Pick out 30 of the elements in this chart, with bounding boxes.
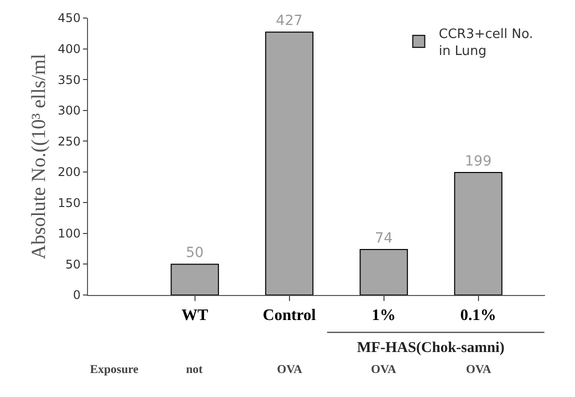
y-tick-label: 400: [58, 42, 81, 56]
data-label: 74: [374, 230, 393, 246]
text: OVA: [277, 362, 302, 376]
y-tick-label: 250: [58, 134, 81, 148]
y-tick-label: 50: [65, 257, 81, 272]
y-tick-label: 100: [58, 226, 81, 241]
text: not: [186, 362, 203, 376]
y-tick-label: 200: [58, 165, 81, 180]
x-tick-label: WT: [181, 307, 208, 324]
legend-label: CCR3+cell No. in Lung: [438, 27, 534, 59]
y-tick-label: 450: [58, 11, 81, 26]
y-tick-label: 350: [58, 72, 81, 87]
y-axis-title: Absolute No.((10³ ells/ml: [28, 53, 50, 260]
x-tick-label: 0.1%: [460, 307, 496, 324]
text: MF-HAS(Chok-samni): [357, 340, 505, 356]
bar: [454, 172, 502, 295]
y-tick-label: 0: [72, 288, 81, 302]
data-label: 427: [276, 13, 303, 30]
text: Exposure: [90, 362, 140, 376]
x-tick-label: 1%: [372, 307, 396, 324]
bar: [170, 264, 219, 295]
text: OVA: [466, 362, 492, 376]
data-label: 199: [464, 154, 492, 170]
y-tick-label: 150: [58, 196, 81, 210]
y-tick-label: 300: [58, 104, 81, 118]
data-label: 50: [186, 245, 204, 262]
bar: [360, 248, 408, 295]
text: OVA: [371, 362, 396, 376]
x-tick-label: Control: [262, 307, 316, 324]
bar: [265, 32, 314, 295]
